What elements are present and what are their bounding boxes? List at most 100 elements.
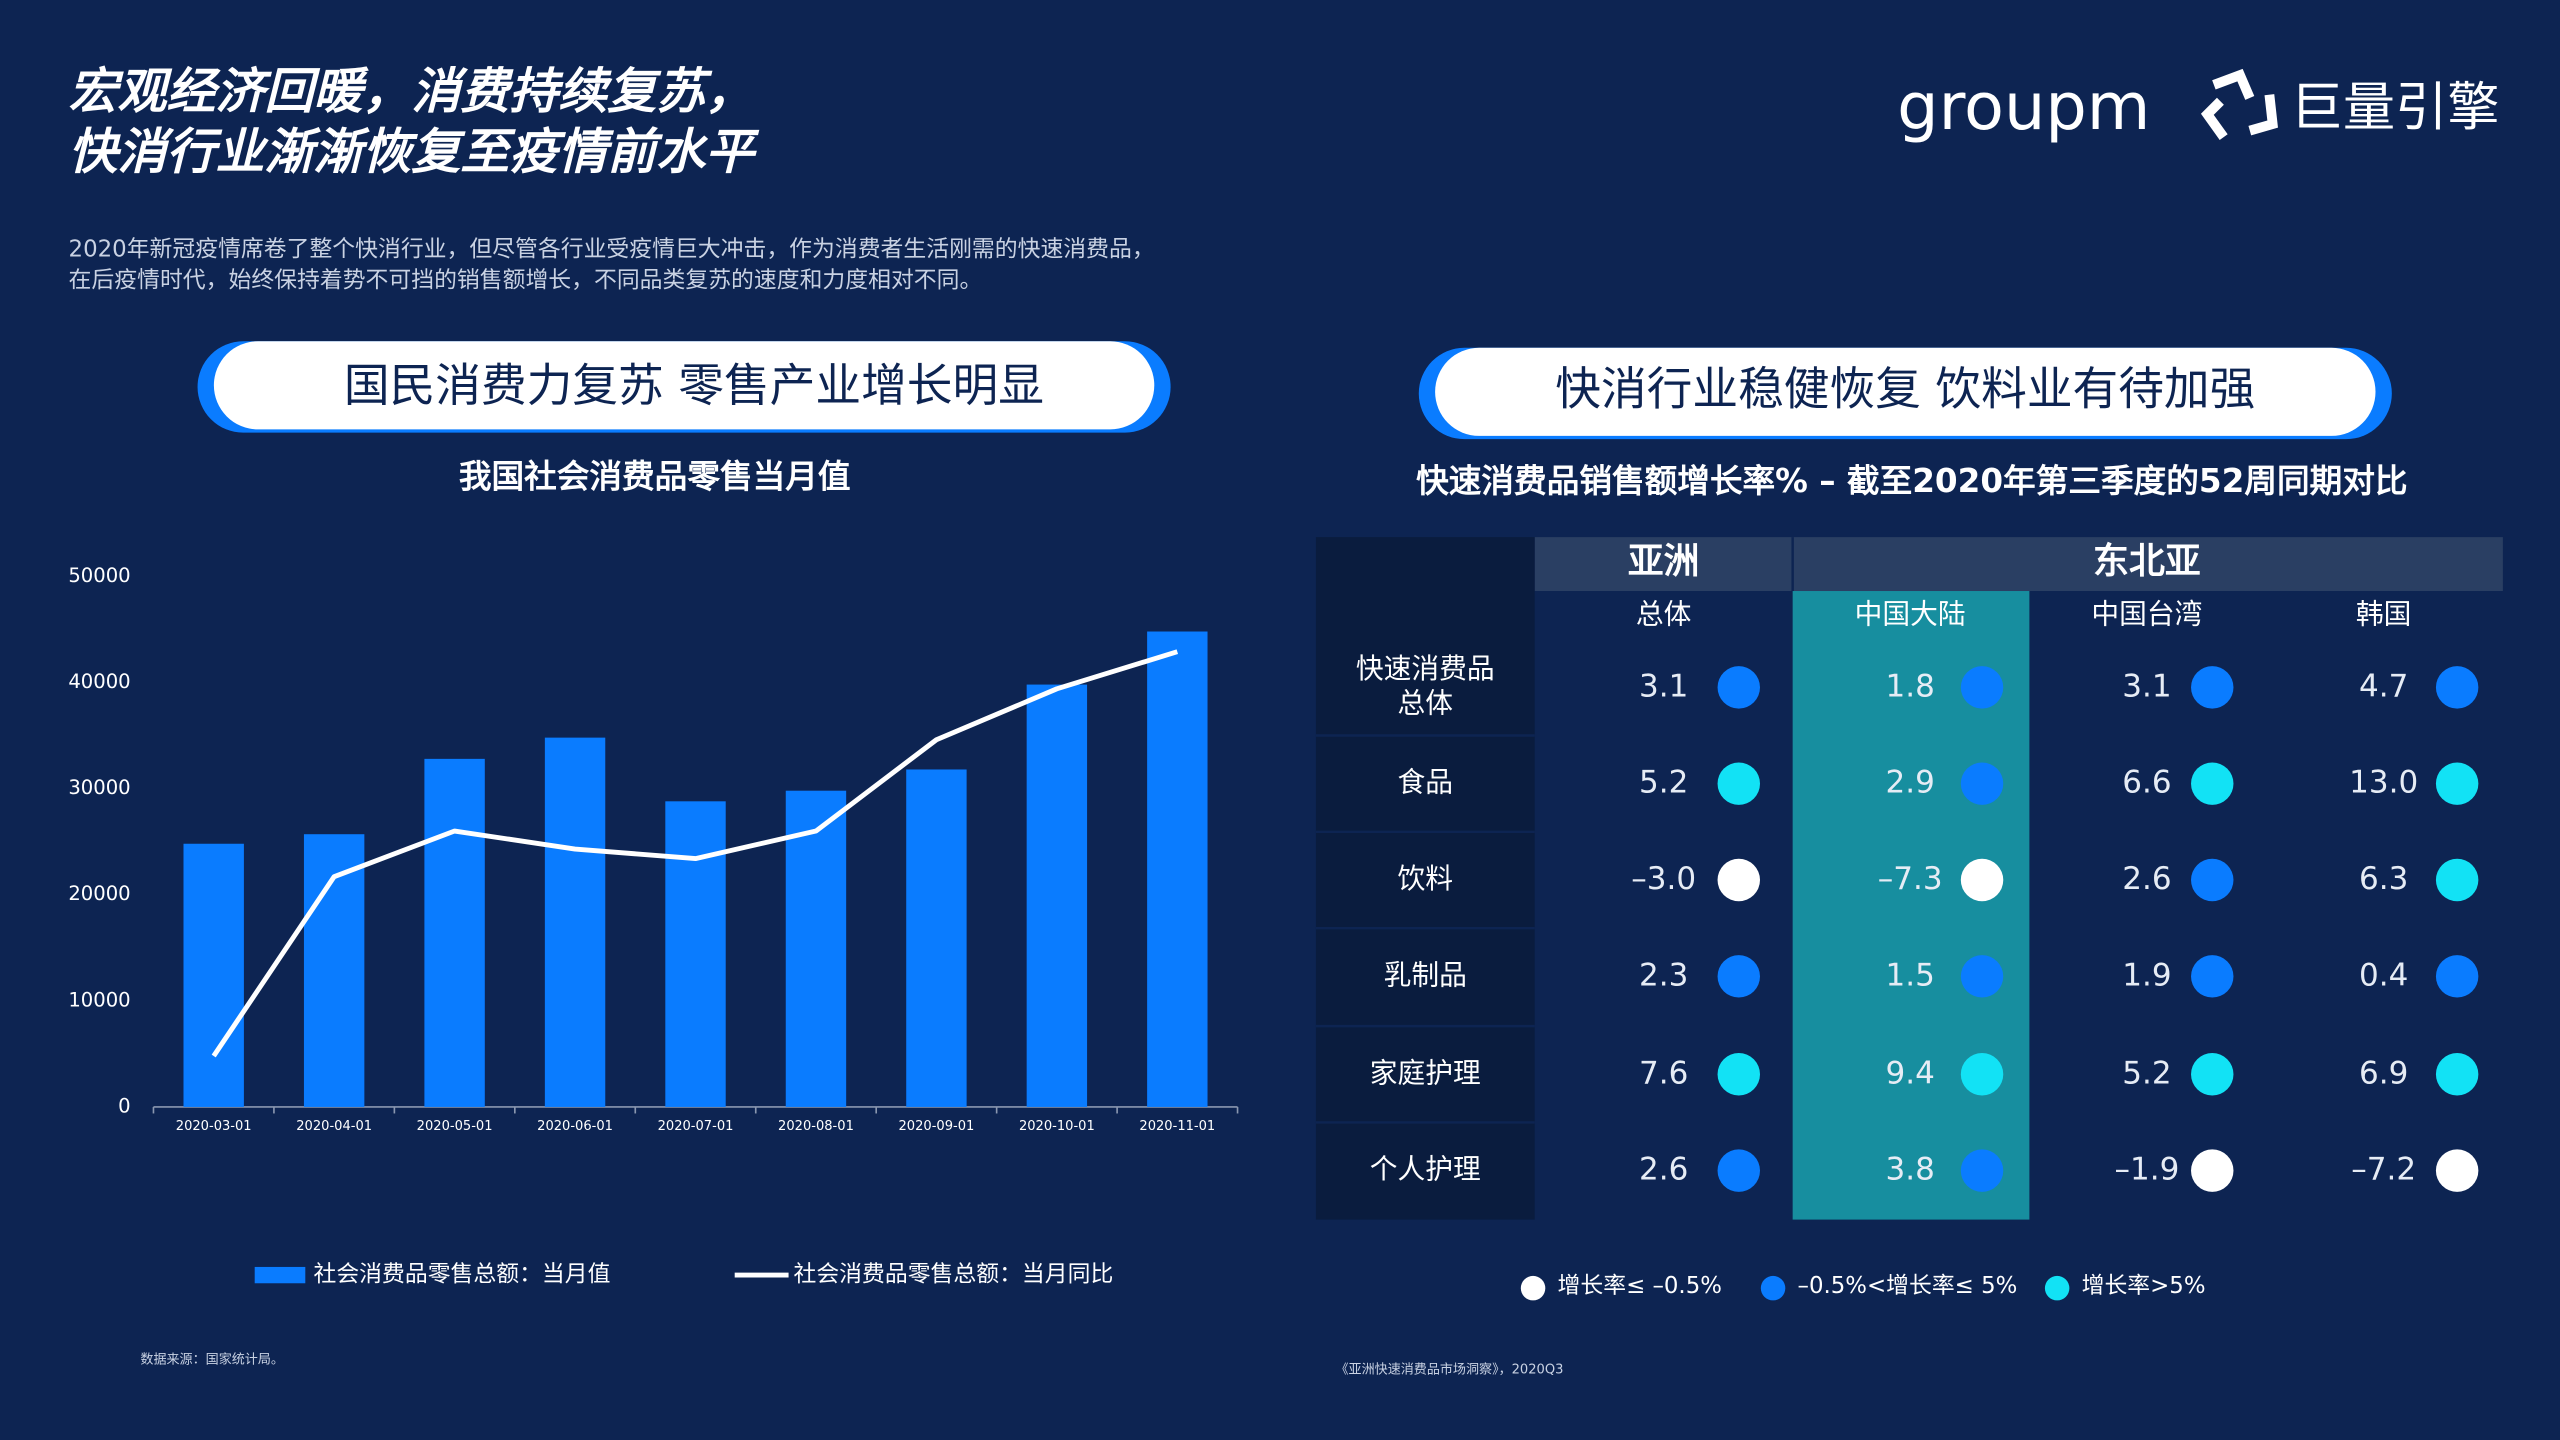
x-tick-label: 2020-09-01 <box>899 1119 975 1134</box>
legend-label: 增长率≤ –0.5% <box>1558 1273 1722 1299</box>
cell-dot <box>1717 762 1760 805</box>
y-tick-label: 20000 <box>68 882 130 905</box>
x-tick-label: 2020-11-01 <box>1139 1119 1215 1134</box>
source: 数据来源：国家统计局。 <box>140 1351 284 1367</box>
x-tick-label: 2020-10-01 <box>1019 1119 1095 1134</box>
legend-swatch <box>254 1266 306 1284</box>
cell-value: 13.0 <box>2349 765 2418 801</box>
cell-value: –1.9 <box>2115 1152 2180 1188</box>
cell-dot <box>2191 1053 2234 1096</box>
bar <box>544 737 606 1107</box>
cell-value: 6.3 <box>2359 861 2408 897</box>
cell-value: 3.1 <box>1639 668 1688 704</box>
bar <box>1026 684 1088 1107</box>
line <box>211 649 1179 1058</box>
cell-value: 4.7 <box>2359 668 2408 704</box>
row-label: 快速消费品 <box>1356 652 1495 685</box>
y-tick-label: 50000 <box>68 564 130 587</box>
cell-dot <box>2191 1149 2234 1192</box>
column-header: 中国大陆 <box>1855 598 1966 631</box>
cell-dot <box>1960 955 2004 998</box>
chart-title: 我国社会消费品零售当月值 <box>459 457 851 495</box>
cell-value: 1.8 <box>1886 668 1935 704</box>
table-header-band <box>1534 537 2503 592</box>
bar <box>665 801 726 1107</box>
cell-dot <box>1717 1053 1760 1096</box>
logo-groupm: groupm <box>1897 69 2150 145</box>
bar <box>1147 631 1208 1107</box>
column-header: 韩国 <box>2356 598 2412 631</box>
legend-label: 社会消费品零售总额：当月同比 <box>793 1262 1113 1288</box>
cell-value: 7.6 <box>1639 1055 1688 1091</box>
cell-dot <box>2191 858 2234 902</box>
cell-dot <box>1717 1149 1760 1192</box>
cell-dot <box>2435 762 2479 805</box>
cell-dot <box>1960 762 2004 805</box>
banner-text: 国民消费力复苏 零售产业增长明显 <box>344 359 1044 412</box>
cell-value: 2.9 <box>1886 765 1935 801</box>
cell-dot <box>2435 1053 2479 1096</box>
logo-brand: 巨量引擎 <box>2291 78 2500 138</box>
cell-dot <box>2191 762 2234 805</box>
cell-value: 1.9 <box>2122 957 2171 993</box>
subtitle: 在后疫情时代，始终保持着势不可挡的销售额增长，不同品类复苏的速度和力度相对不同。 <box>69 267 983 293</box>
column-header: 中国台湾 <box>2091 598 2202 631</box>
group-header: 东北亚 <box>2093 541 2201 582</box>
x-tick-label: 2020-06-01 <box>537 1119 613 1134</box>
cell-value: 2.3 <box>1639 957 1688 993</box>
title: 快消行业渐渐恢复至疫情前水平 <box>69 124 761 181</box>
x-tick-label: 2020-05-01 <box>417 1119 493 1134</box>
cell-value: 3.8 <box>1886 1152 1935 1188</box>
y-tick-label: 30000 <box>68 776 130 799</box>
row-label: 总体 <box>1398 686 1454 719</box>
cell-dot <box>2191 955 2234 998</box>
row-label: 饮料 <box>1398 862 1454 895</box>
y-tick-label: 0 <box>118 1094 130 1117</box>
chart: 0 10000 20000 30000 40000 50000 2020-03-01 2020… <box>68 564 1239 1288</box>
cell-value: 5.2 <box>2122 1055 2171 1091</box>
x-tick-label: 2020-03-01 <box>176 1119 252 1134</box>
cell-dot <box>1960 666 2004 709</box>
legend-dot <box>1520 1275 1546 1301</box>
table-title: 快速消费品销售额增长率% – 截至2020年第三季度的52周同期对比 <box>1416 462 2407 500</box>
row-label-column <box>1315 537 1535 1220</box>
banner-text: 快消行业稳健恢复 饮料业有待加强 <box>1555 362 2255 415</box>
cell-value: 2.6 <box>2122 861 2171 897</box>
cell-dot <box>2435 1149 2479 1192</box>
cell-value: 2.6 <box>1639 1152 1688 1188</box>
cell-dot <box>2435 858 2479 902</box>
cell-value: 0.4 <box>2359 957 2408 993</box>
banner <box>1435 347 2376 436</box>
y-tick-label: 40000 <box>68 670 130 693</box>
cell-dot <box>1717 858 1760 902</box>
cell-dot <box>2435 666 2479 709</box>
x-tick-label: 2020-04-01 <box>296 1119 372 1134</box>
legend-dot <box>1760 1275 1786 1301</box>
cell-value: –7.3 <box>1878 861 1943 897</box>
bar <box>183 843 244 1107</box>
title: 宏观经济回暖，消费持续复苏， <box>69 63 755 120</box>
x-tick-label: 2020-08-01 <box>778 1119 854 1134</box>
cell-dot <box>2191 666 2234 709</box>
bar <box>906 769 967 1107</box>
cell-value: –3.0 <box>1631 861 1696 897</box>
row-label: 食品 <box>1398 766 1454 799</box>
bar <box>424 758 485 1107</box>
cell-dot <box>1960 1149 2004 1192</box>
legend-label: 社会消费品零售总额：当月值 <box>313 1262 610 1288</box>
banner <box>213 341 1155 430</box>
cell-value: 6.6 <box>2122 765 2171 801</box>
cell-value: 9.4 <box>1886 1055 1935 1091</box>
source: 《亚洲快速消费品市场洞察》，2020Q3 <box>1336 1361 1564 1377</box>
row-label: 家庭护理 <box>1370 1056 1481 1089</box>
cell-dot <box>2435 955 2479 998</box>
cell-dot <box>1960 1053 2004 1096</box>
legend-label: –0.5%<增长率≤ 5% <box>1798 1273 2018 1299</box>
x-tick-label: 2020-07-01 <box>658 1119 734 1134</box>
cell-dot <box>1960 858 2004 902</box>
subtitle: 2020年新冠疫情席卷了整个快消行业，但尽管各行业受疫情巨大冲击，作为消费者生活… <box>69 236 1155 262</box>
cell-value: 6.9 <box>2359 1055 2408 1091</box>
